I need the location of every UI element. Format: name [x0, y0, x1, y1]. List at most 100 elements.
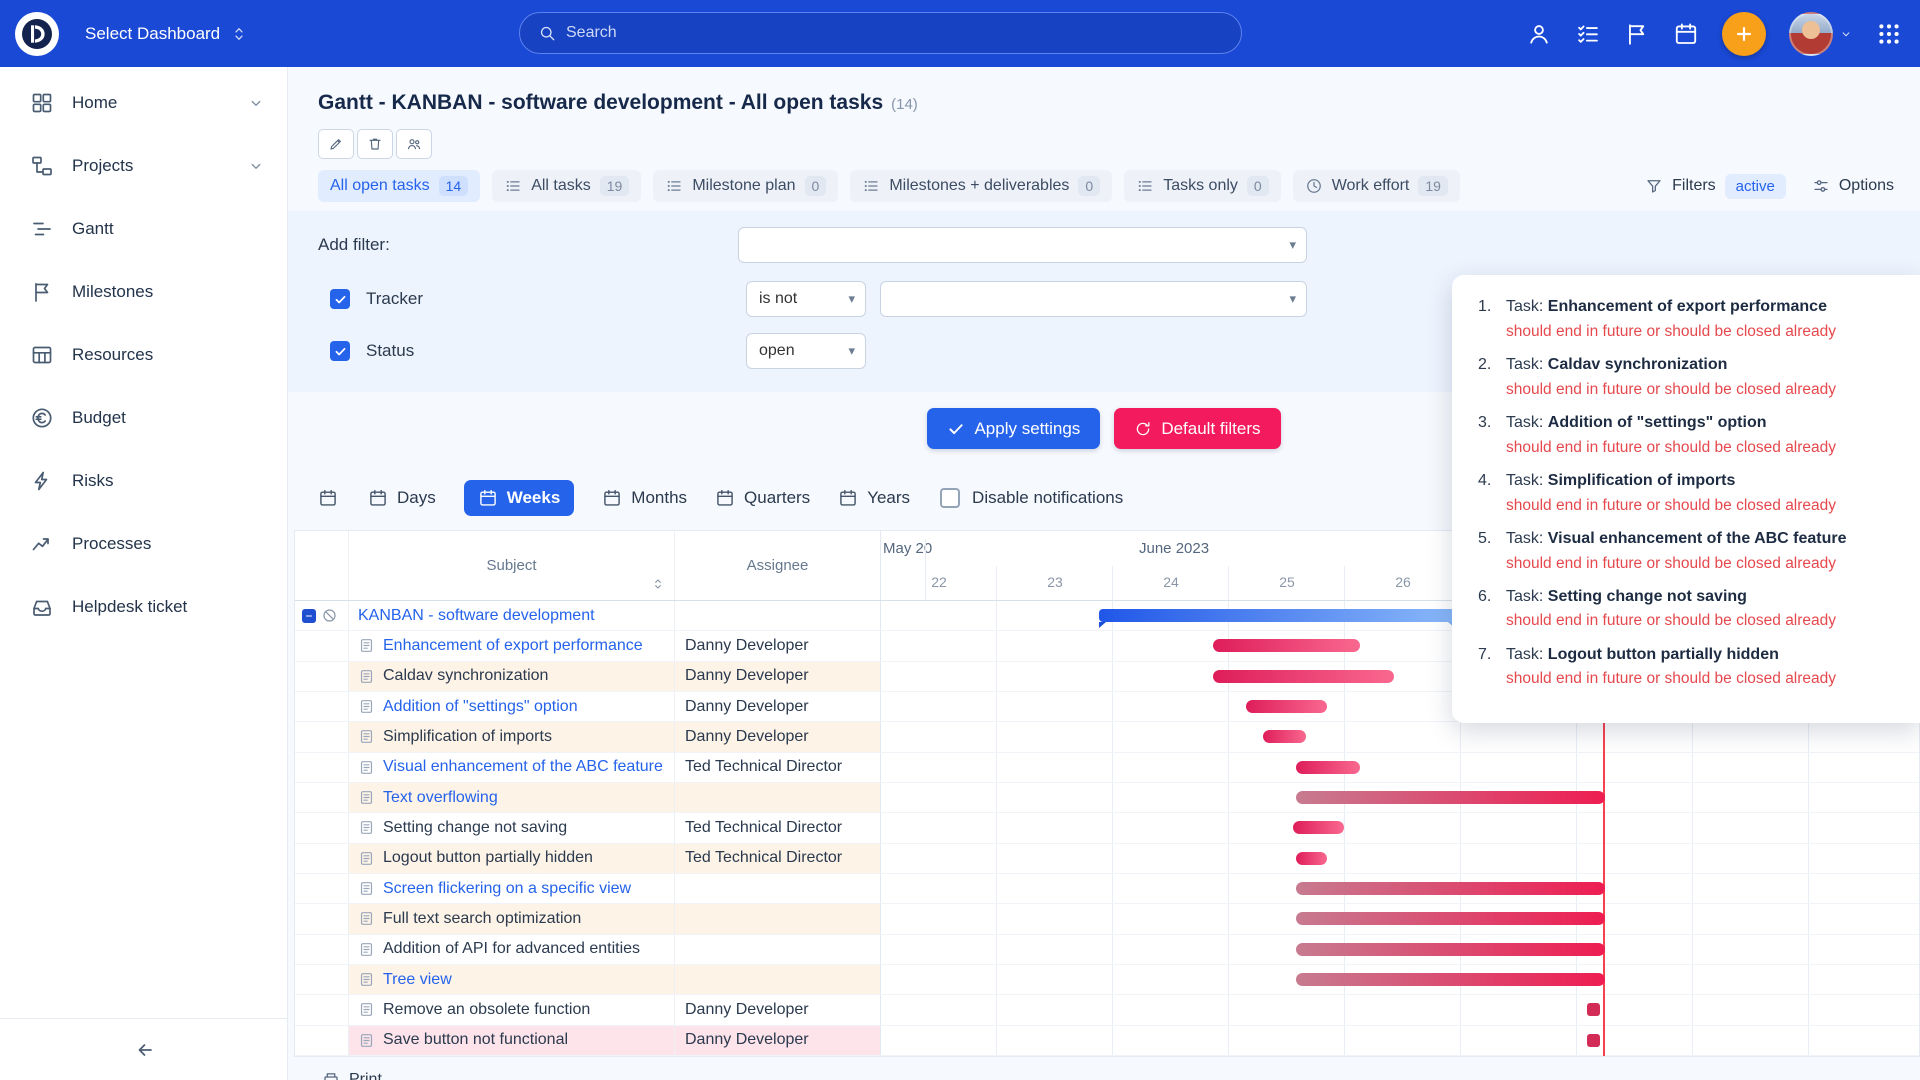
tab-milestone-plan[interactable]: Milestone plan 0 — [653, 170, 839, 202]
options-label: Options — [1838, 177, 1894, 194]
row-subject-link[interactable]: Enhancement of export performance — [383, 636, 643, 654]
zoom-days[interactable]: Days — [368, 488, 436, 508]
status-operator-select[interactable]: open ▾ — [746, 333, 866, 369]
dashboard-selector[interactable]: Select Dashboard — [85, 24, 248, 44]
calendar-icon[interactable] — [318, 488, 338, 508]
task-bar[interactable] — [1293, 821, 1344, 835]
table-row-simplification-of-imports[interactable]: Simplification of imports Danny Develope… — [295, 722, 1919, 753]
task-bar[interactable] — [1296, 942, 1605, 956]
app-logo[interactable] — [15, 11, 59, 56]
task-bar[interactable] — [1296, 760, 1360, 774]
task-bar[interactable] — [1263, 730, 1306, 744]
row-subject-link[interactable]: Tree view — [383, 970, 452, 988]
edit-button[interactable] — [318, 129, 354, 159]
table-row-full-text-search-optimization[interactable]: Full text search optimization — [295, 904, 1919, 935]
alert-task-name: Setting change not saving — [1547, 587, 1747, 605]
task-bar[interactable] — [1246, 699, 1327, 713]
print-button[interactable]: Print — [322, 1071, 382, 1080]
table-row-logout-button-partially-hidden[interactable]: Logout button partially hidden Ted Techn… — [295, 843, 1919, 874]
apply-settings-button[interactable]: Apply settings — [927, 408, 1101, 449]
sidebar-item-processes[interactable]: Processes — [0, 512, 287, 575]
task-bar[interactable] — [1213, 669, 1394, 683]
status-checkbox[interactable] — [330, 341, 350, 361]
assignees-button[interactable] — [396, 129, 432, 159]
tab-tasks-only[interactable]: Tasks only 0 — [1124, 170, 1281, 202]
add-button[interactable] — [1722, 11, 1766, 56]
tracker-operator-select[interactable]: is not ▾ — [746, 281, 866, 317]
sidebar-item-label: Budget — [72, 407, 126, 427]
row-subject-link[interactable]: Text overflowing — [383, 788, 498, 806]
checklist-icon[interactable] — [1575, 21, 1601, 47]
row-subject-link[interactable]: Setting change not saving — [383, 818, 568, 836]
flag-icon[interactable] — [1624, 21, 1650, 47]
zoom-years[interactable]: Years — [838, 488, 910, 508]
table-row-remove-an-obsolete-function[interactable]: Remove an obsolete function Danny Develo… — [295, 995, 1919, 1026]
sidebar-item-home[interactable]: Home — [0, 71, 287, 134]
filters-toggle[interactable]: Filters active — [1645, 173, 1786, 199]
apps-grid-icon[interactable] — [1876, 21, 1902, 47]
row-assignee-cell: Danny Developer — [675, 995, 881, 1025]
table-row-addition-of-api-for-advanced-entities[interactable]: Addition of API for advanced entities — [295, 934, 1919, 965]
search-bar[interactable] — [519, 12, 1242, 54]
sidebar-item-resources[interactable]: Resources — [0, 323, 287, 386]
delete-button[interactable] — [357, 129, 393, 159]
sidebar-item-milestones[interactable]: Milestones — [0, 260, 287, 323]
table-row-text-overflowing[interactable]: Text overflowing — [295, 782, 1919, 814]
table-row-visual-enhancement-of-the-abc-feature[interactable]: Visual enhancement of the ABC feature Te… — [295, 752, 1919, 783]
user-menu[interactable] — [1789, 11, 1853, 56]
task-bar[interactable] — [1296, 790, 1605, 804]
tab-work-effort[interactable]: Work effort 19 — [1292, 170, 1460, 202]
search-input[interactable] — [566, 24, 1223, 42]
task-bar[interactable] — [1296, 972, 1605, 986]
tab-milestones-deliverables[interactable]: Milestones + deliverables 0 — [850, 170, 1113, 202]
tab-all-open-tasks[interactable]: All open tasks 14 — [318, 170, 481, 202]
zoom-quarters[interactable]: Quarters — [715, 488, 810, 508]
row-subject-link[interactable]: Remove an obsolete function — [383, 1000, 591, 1018]
task-bar[interactable] — [1296, 912, 1605, 926]
profile-icon[interactable] — [1526, 21, 1552, 47]
row-subject-link[interactable]: Simplification of imports — [383, 727, 552, 745]
disable-notifications-checkbox[interactable] — [940, 488, 961, 508]
task-bar[interactable] — [1213, 639, 1360, 653]
milestone-point[interactable] — [1587, 1033, 1600, 1047]
row-subject-link[interactable]: Caldav synchronization — [383, 667, 549, 685]
row-subject-cell: Simplification of imports — [349, 722, 675, 752]
sort-icon[interactable] — [650, 576, 666, 592]
table-row-setting-change-not-saving[interactable]: Setting change not saving Ted Technical … — [295, 813, 1919, 844]
row-subject-link[interactable]: Addition of "settings" option — [383, 697, 578, 715]
row-subject-link[interactable]: KANBAN - software development — [358, 606, 595, 624]
milestone-point[interactable] — [1587, 1003, 1600, 1017]
add-filter-select[interactable]: ▾ — [738, 227, 1307, 263]
row-subject-link[interactable]: Screen flickering on a specific view — [383, 879, 632, 897]
row-subject-link[interactable]: Logout button partially hidden — [383, 849, 593, 867]
task-bar[interactable] — [1296, 881, 1605, 895]
calendar-icon[interactable] — [1673, 21, 1699, 47]
sidebar-item-projects[interactable]: Projects — [0, 134, 287, 197]
row-assignee-cell: Ted Technical Director — [675, 752, 881, 782]
task-bar[interactable] — [1296, 851, 1327, 865]
tracker-value-select[interactable]: ▾ — [880, 281, 1307, 317]
disable-notifications[interactable]: Disable notifications — [940, 488, 1123, 508]
zoom-months[interactable]: Months — [602, 488, 687, 508]
table-row-screen-flickering-on-a-specific-view[interactable]: Screen flickering on a specific view — [295, 873, 1919, 905]
row-subject-link[interactable]: Addition of API for advanced entities — [383, 940, 641, 958]
sidebar-item-budget[interactable]: Budget — [0, 386, 287, 449]
sidebar-item-risks[interactable]: Risks — [0, 449, 287, 512]
row-subject-link[interactable]: Full text search optimization — [383, 909, 582, 927]
sidebar-item-helpdesk-ticket[interactable]: Helpdesk ticket — [0, 575, 287, 638]
table-row-tree-view[interactable]: Tree view — [295, 964, 1919, 996]
options-button[interactable]: Options — [1812, 177, 1894, 195]
collapse-row-icon[interactable] — [302, 608, 316, 623]
sidebar-item-gantt[interactable]: Gantt — [0, 197, 287, 260]
row-gutter — [295, 934, 349, 964]
collapse-sidebar-icon[interactable] — [132, 1038, 156, 1062]
default-filters-button[interactable]: Default filters — [1114, 408, 1281, 449]
tracker-checkbox[interactable] — [330, 289, 350, 309]
summary-bar[interactable] — [1099, 609, 1455, 628]
table-row-save-button-not-functional[interactable]: Save button not functional Danny Develop… — [295, 1025, 1919, 1056]
tab-all-tasks[interactable]: All tasks 19 — [492, 170, 642, 202]
zoom-weeks[interactable]: Weeks — [463, 480, 575, 516]
row-subject-link[interactable]: Save button not functional — [383, 1031, 569, 1049]
alert-note: should end in future or should be closed… — [1506, 554, 1837, 572]
row-subject-link[interactable]: Visual enhancement of the ABC feature — [383, 758, 663, 776]
